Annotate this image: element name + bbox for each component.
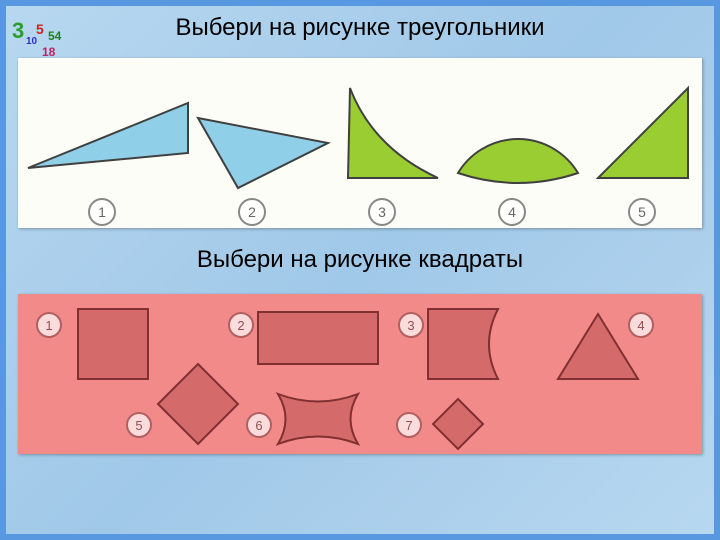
title-squares: Выбери на рисунке квадраты bbox=[6, 246, 714, 274]
triangle-number-5: 5 bbox=[628, 198, 656, 226]
square-shape-6[interactable] bbox=[278, 394, 358, 444]
square-shape-5[interactable] bbox=[158, 364, 238, 444]
triangle-shape-2[interactable] bbox=[198, 118, 328, 188]
triangles-panel: 1 2 3 4 5 bbox=[18, 58, 702, 228]
square-shape-7[interactable] bbox=[433, 399, 483, 449]
square-number-7: 7 bbox=[396, 412, 422, 438]
squares-svg bbox=[18, 294, 702, 454]
triangle-shape-1[interactable] bbox=[28, 103, 188, 168]
squares-panel: 1 2 3 4 5 6 7 bbox=[18, 294, 702, 454]
square-number-6: 6 bbox=[246, 412, 272, 438]
triangle-shape-5[interactable] bbox=[598, 88, 688, 178]
square-number-4: 4 bbox=[628, 312, 654, 338]
triangle-number-2: 2 bbox=[238, 198, 266, 226]
square-shape-4[interactable] bbox=[558, 314, 638, 379]
triangle-shape-4[interactable] bbox=[458, 139, 578, 183]
triangle-number-1: 1 bbox=[88, 198, 116, 226]
triangle-shape-3[interactable] bbox=[348, 88, 438, 178]
square-number-2: 2 bbox=[228, 312, 254, 338]
svg-text:3: 3 bbox=[12, 18, 24, 43]
svg-text:10: 10 bbox=[26, 36, 38, 47]
triangle-number-3: 3 bbox=[368, 198, 396, 226]
square-number-5: 5 bbox=[126, 412, 152, 438]
svg-text:18: 18 bbox=[42, 45, 56, 59]
square-shape-1[interactable] bbox=[78, 309, 148, 379]
square-shape-2[interactable] bbox=[258, 312, 378, 364]
square-number-3: 3 bbox=[398, 312, 424, 338]
svg-text:5: 5 bbox=[36, 21, 44, 37]
square-shape-3[interactable] bbox=[428, 309, 498, 379]
triangles-svg bbox=[18, 58, 702, 228]
title-triangles: Выбери на рисунке треугольники bbox=[6, 14, 714, 42]
triangle-number-4: 4 bbox=[498, 198, 526, 226]
corner-svg: 3 5 10 54 18 bbox=[12, 10, 82, 60]
svg-text:54: 54 bbox=[48, 29, 62, 43]
square-number-1: 1 bbox=[36, 312, 62, 338]
